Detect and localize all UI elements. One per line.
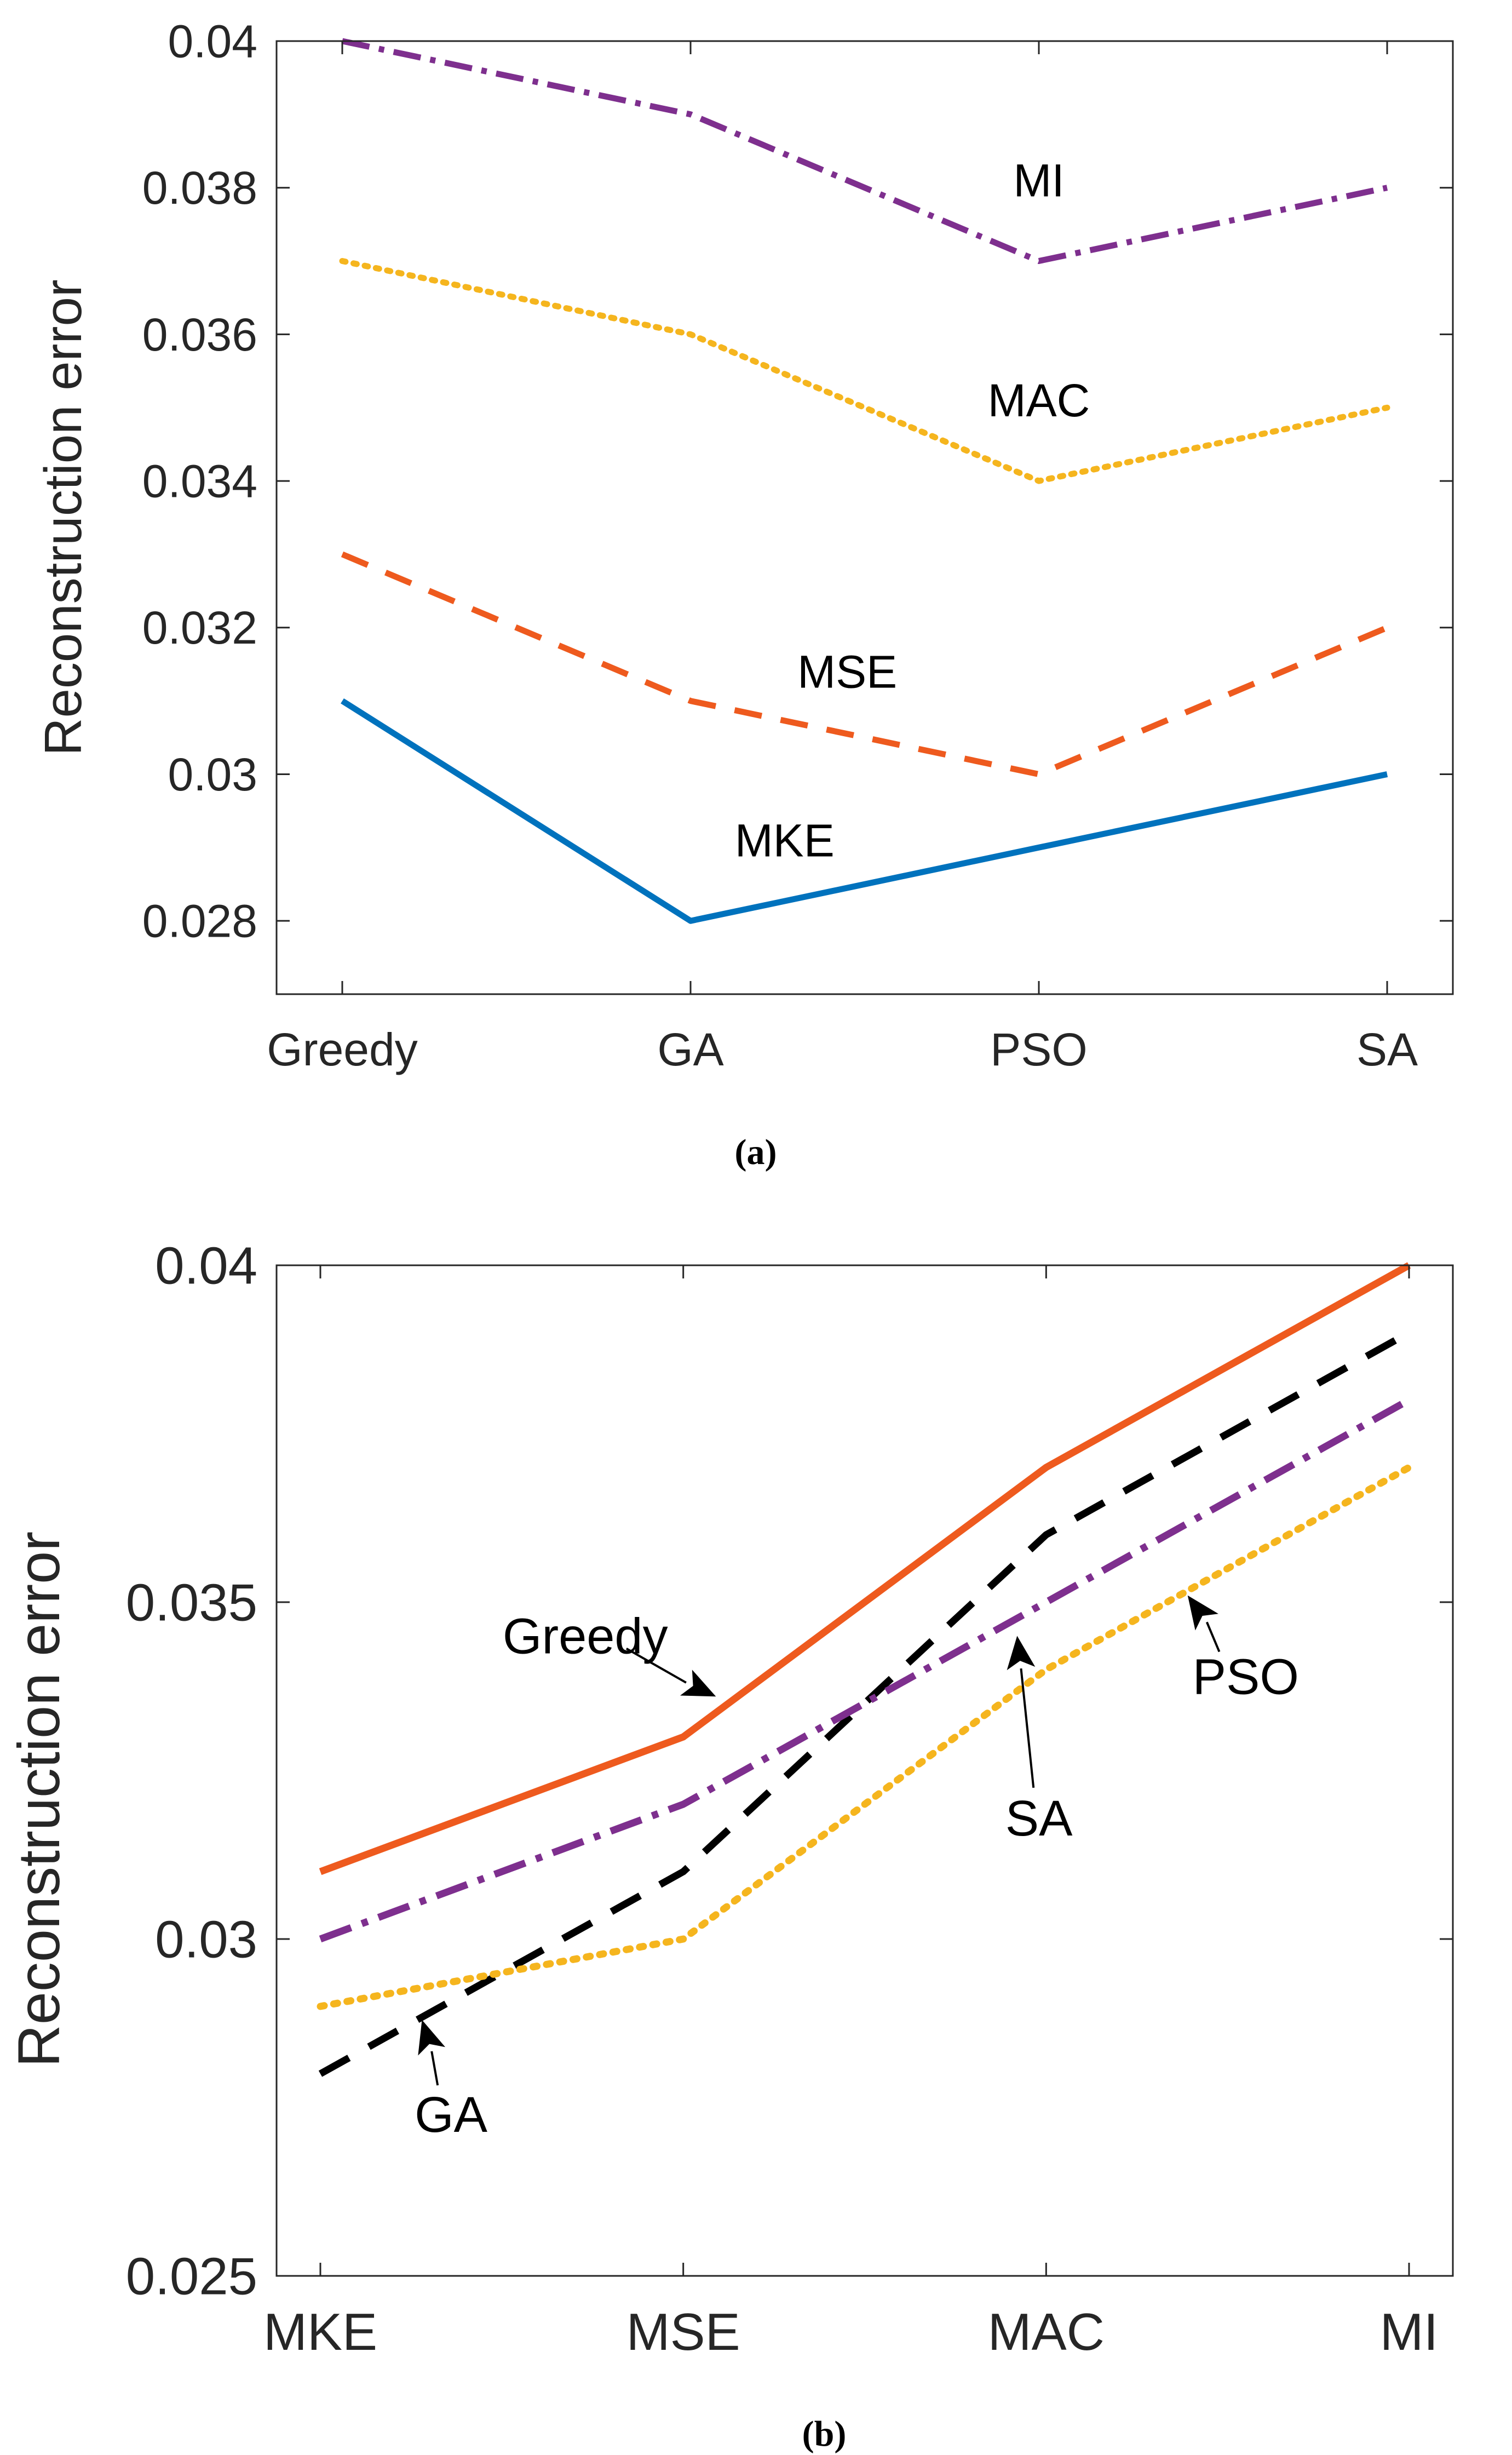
annotation-arrow-shaft	[430, 2051, 439, 2086]
x-tick-label: MSE	[626, 2303, 740, 2361]
series-line-mac	[339, 258, 1390, 484]
y-tick-label: 0.04	[155, 1237, 257, 1295]
panel-b-series-lines	[317, 1262, 1413, 2077]
annotation-arrowhead	[680, 1670, 716, 1697]
annotation-arrowhead	[418, 2020, 446, 2056]
panel-a-series-lines	[339, 38, 1390, 924]
panel-b: Greedy SA PSO GA 0.025 0.03 0.035 0.04 MKE MSE MA…	[5, 1237, 1454, 2454]
y-tick-label: 0.038	[142, 162, 257, 214]
annotation-arrowhead	[1007, 1636, 1036, 1671]
panel-a-y-axis-title: Reconstruction error	[34, 279, 93, 756]
series-line-mke	[341, 698, 1388, 924]
panel-a: MI MAC MSE MKE 0.028 0.03 0.032 0.034 0.036 0.03…	[34, 15, 1454, 1172]
annotation-ga: GA	[415, 2087, 488, 2143]
annotation-arrow-shaft	[1020, 1668, 1035, 1788]
panel-a-ticks: 0.028 0.03 0.032 0.034 0.036 0.038 0.04 Greedy G…	[142, 15, 1453, 1075]
annotation-sa: SA	[1005, 1791, 1073, 1846]
annotation-mse: MSE	[797, 646, 897, 697]
panel-b-axes-box	[275, 1264, 1454, 2277]
y-tick-label: 0.036	[142, 309, 257, 360]
x-tick-label: PSO	[990, 1024, 1087, 1075]
series-line-greedy	[319, 1262, 1411, 1875]
y-tick-label: 0.032	[142, 602, 257, 653]
annotation-mke: MKE	[735, 814, 835, 866]
panel-b-caption: (b)	[802, 2414, 847, 2454]
x-tick-label: MAC	[988, 2303, 1105, 2361]
annotation-arrow-shaft	[1205, 1621, 1221, 1653]
annotation-mac: MAC	[988, 375, 1090, 426]
panel-b-y-axis-title: Reconstruction error	[5, 1531, 72, 2067]
annotation-greedy: Greedy	[503, 1609, 668, 1665]
x-tick-label: MKE	[263, 2303, 377, 2361]
series-line-mi	[341, 38, 1388, 264]
x-tick-label: MI	[1380, 2303, 1439, 2361]
panel-a-annotations: MI MAC MSE MKE	[735, 155, 1090, 867]
panel-a-caption: (a)	[735, 1132, 777, 1172]
annotation-mi: MI	[1013, 155, 1064, 207]
x-tick-label: SA	[1356, 1024, 1418, 1075]
panel-b-ticks: 0.025 0.03 0.035 0.04 MKE MSE MAC MI	[126, 1237, 1453, 2361]
annotation-pso: PSO	[1193, 1649, 1299, 1705]
series-line-ga	[318, 1329, 1411, 2077]
annotation-arrowhead	[1187, 1595, 1218, 1631]
series-line-mse	[341, 551, 1389, 777]
annotation-arrow-shaft	[625, 1647, 687, 1684]
y-tick-label: 0.04	[168, 15, 258, 67]
y-tick-label: 0.025	[126, 2247, 257, 2306]
x-tick-label: Greedy	[267, 1024, 417, 1075]
y-tick-label: 0.03	[168, 749, 258, 800]
y-tick-label: 0.034	[142, 455, 257, 507]
y-tick-label: 0.028	[142, 896, 257, 947]
panel-b-annotations: Greedy SA PSO GA	[415, 1595, 1299, 2143]
y-tick-label: 0.035	[126, 1574, 257, 1632]
series-line-pso	[317, 1464, 1413, 2010]
series-line-sa	[319, 1397, 1411, 1943]
panel-a-axes-box	[275, 40, 1454, 995]
y-tick-label: 0.03	[155, 1911, 257, 1969]
x-tick-label: GA	[657, 1024, 723, 1075]
